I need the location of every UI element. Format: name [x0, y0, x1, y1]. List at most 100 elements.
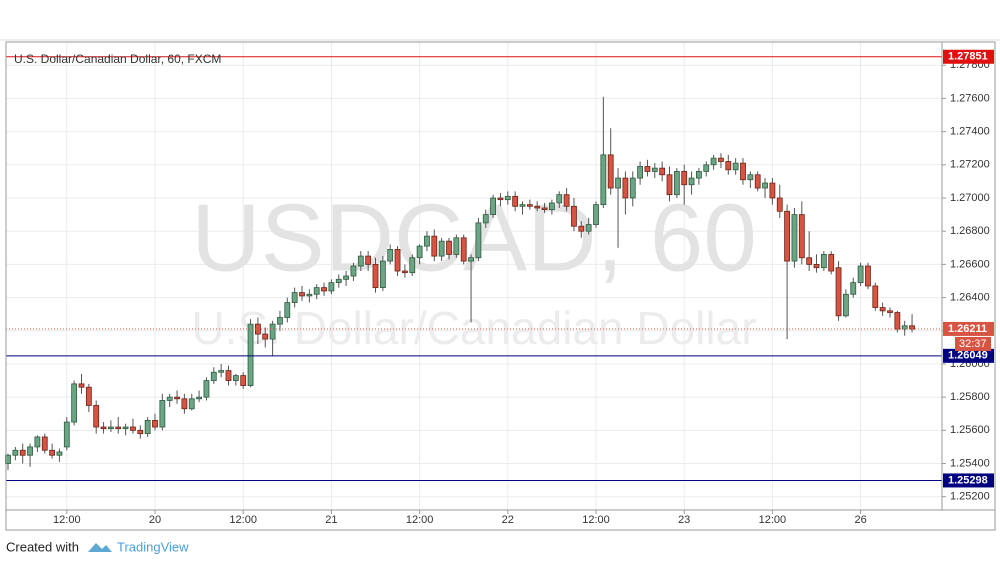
- candle-body: [41, 436, 48, 451]
- candle-body: [784, 210, 790, 262]
- candle-body: [519, 204, 526, 207]
- price-label-box: [943, 348, 994, 363]
- countdown-box: [955, 336, 991, 351]
- candle-body: [622, 177, 629, 199]
- y-tick-label: 1.27600: [950, 92, 990, 104]
- candle-body: [144, 419, 151, 435]
- y-tick-label: 1.25200: [950, 491, 990, 503]
- candle-body: [291, 292, 298, 303]
- candle-body: [534, 205, 541, 209]
- candle-body: [328, 282, 335, 292]
- candle-body: [365, 255, 372, 265]
- footer-brand[interactable]: TradingView: [117, 539, 189, 554]
- candle-body: [63, 421, 70, 448]
- candle-body: [49, 449, 55, 456]
- candle-body: [446, 240, 452, 255]
- y-tick-label: 1.27200: [950, 159, 990, 171]
- candle-body: [115, 426, 122, 430]
- candle-body: [806, 257, 813, 265]
- candle-body: [299, 292, 305, 297]
- candle-body: [137, 429, 144, 435]
- candle-body: [71, 383, 78, 423]
- x-tick-label: 12:00: [406, 514, 434, 526]
- candle-body: [93, 405, 100, 428]
- candle-body: [607, 154, 614, 189]
- candle-body: [188, 398, 195, 410]
- candle-body: [725, 161, 732, 171]
- candle-body: [277, 317, 283, 325]
- candle-body: [556, 194, 563, 204]
- candle-body: [225, 370, 232, 381]
- candle-body: [894, 312, 901, 330]
- candle-body: [130, 426, 136, 431]
- candle-body: [19, 449, 26, 456]
- candle-body: [174, 396, 180, 400]
- time-axis: [5, 509, 996, 531]
- candle-body: [615, 177, 621, 189]
- candle-body: [549, 202, 555, 211]
- candle-body: [769, 182, 776, 199]
- x-tick-label: 12:00: [759, 514, 787, 526]
- candle-body: [718, 157, 724, 162]
- y-tick-label: 1.26800: [950, 225, 990, 237]
- y-tick-label: 1.26600: [950, 258, 990, 270]
- candle-body: [644, 166, 651, 172]
- grid: [6, 42, 942, 510]
- candle-body: [541, 207, 548, 211]
- x-tick-label: 20: [149, 514, 161, 526]
- candle-body: [12, 449, 19, 456]
- price-axis: [941, 41, 996, 511]
- candle-body: [85, 386, 92, 406]
- watermark-description: U.S. Dollar/Canadian Dollar: [191, 302, 756, 354]
- candle-body: [394, 249, 401, 272]
- candle-body: [56, 451, 63, 456]
- candle-body: [666, 174, 673, 196]
- price-label: 1.26049: [948, 350, 988, 362]
- candle-body: [526, 204, 533, 207]
- candle-body: [857, 265, 864, 284]
- candle-body: [350, 265, 357, 277]
- candle-body: [791, 214, 798, 262]
- candle-body: [218, 370, 225, 373]
- candle-body: [813, 263, 820, 269]
- candle-body: [343, 275, 350, 280]
- candle-body: [696, 171, 702, 179]
- candle-body: [262, 333, 269, 340]
- candle-body: [651, 167, 658, 172]
- candle-body: [247, 323, 254, 386]
- y-tick-label: 1.27000: [950, 192, 990, 204]
- candle-body: [673, 171, 680, 196]
- price-label-box: [943, 473, 994, 488]
- candle-body: [798, 214, 805, 259]
- candle-body: [754, 174, 761, 189]
- price-label-box: [943, 49, 994, 64]
- candle-body: [269, 323, 276, 340]
- candle-body: [710, 157, 717, 166]
- candle-body: [424, 235, 430, 247]
- candle-body: [181, 398, 188, 410]
- candle-body: [100, 426, 107, 430]
- candle-body: [468, 257, 474, 262]
- candle-body: [372, 263, 379, 289]
- candle-body: [740, 162, 746, 181]
- candle-body: [232, 375, 239, 381]
- candle-body: [203, 380, 210, 398]
- candle-body: [240, 375, 247, 386]
- candle-body: [284, 302, 291, 318]
- y-tick-label: 1.27400: [950, 126, 990, 138]
- candle-body: [34, 436, 41, 448]
- plot: [5, 56, 942, 481]
- watermark-symbol: USDCAD, 60: [191, 184, 757, 291]
- candle-body: [453, 237, 460, 255]
- candle-body: [27, 446, 33, 456]
- x-tick-label: 12:00: [582, 514, 610, 526]
- candle-body: [460, 237, 467, 262]
- candle-body: [357, 255, 364, 267]
- candle-body: [379, 260, 386, 289]
- candle-body: [850, 282, 857, 295]
- candle-body: [843, 293, 849, 317]
- candle-body: [159, 400, 166, 428]
- candle-body: [747, 174, 754, 181]
- x-tick-label: 21: [325, 514, 337, 526]
